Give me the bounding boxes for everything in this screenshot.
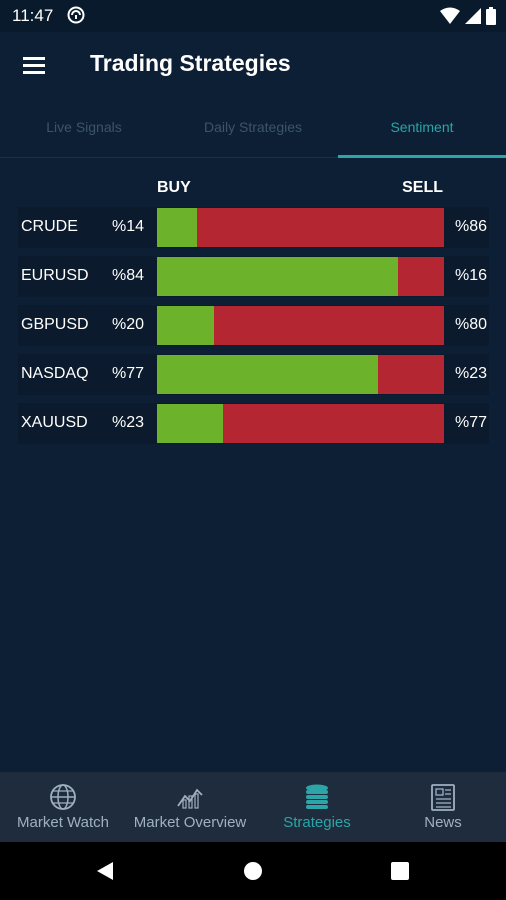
buy-fill <box>157 208 198 247</box>
symbol-label: CRUDE <box>21 218 78 235</box>
sentiment-row[interactable]: CRUDE %14 %86 <box>18 207 489 248</box>
status-icons <box>440 6 496 26</box>
tab-bar: Live Signals Daily Strategies Sentiment <box>0 100 506 158</box>
active-tab-indicator <box>338 155 506 158</box>
sentiment-bar <box>157 355 444 394</box>
sentiment-row[interactable]: GBPUSD %20 %80 <box>18 305 489 346</box>
symbol-label: GBPUSD <box>21 316 89 333</box>
buy-header: BUY <box>157 179 191 196</box>
nav-strategies[interactable]: Strategies <box>254 772 380 842</box>
bottom-nav: Market Watch Market Overview Strategies <box>0 772 506 842</box>
symbol-label: XAUUSD <box>21 414 88 431</box>
nav-label: Strategies <box>283 814 351 831</box>
nav-label: News <box>424 814 462 831</box>
back-icon[interactable] <box>93 859 117 883</box>
status-time: 11:47 <box>12 6 54 25</box>
newspaper-icon <box>431 784 455 811</box>
sell-percent: %16 <box>454 267 487 284</box>
recents-icon[interactable] <box>388 859 412 883</box>
sentiment-bar <box>157 306 444 345</box>
sentiment-bar <box>157 404 444 443</box>
sentiment-row[interactable]: EURUSD %84 %16 <box>18 256 489 297</box>
sentiment-bar <box>157 208 444 247</box>
globe-icon <box>50 784 76 810</box>
buy-fill <box>157 355 378 394</box>
tab-daily-strategies[interactable]: Daily Strategies <box>203 119 303 135</box>
sell-percent: %80 <box>454 316 487 333</box>
chart-icon <box>177 788 203 809</box>
buy-percent: %84 <box>112 267 145 284</box>
buy-fill <box>157 306 215 345</box>
sell-percent: %23 <box>454 365 487 382</box>
tab-live-signals[interactable]: Live Signals <box>46 119 122 135</box>
tab-sentiment[interactable]: Sentiment <box>390 119 454 135</box>
sell-header: SELL <box>402 179 443 196</box>
battery-icon <box>486 7 496 25</box>
nav-market-overview[interactable]: Market Overview <box>126 772 254 842</box>
nav-market-watch[interactable]: Market Watch <box>0 772 126 842</box>
buy-percent: %23 <box>112 414 145 431</box>
symbol-label: NASDAQ <box>21 365 89 382</box>
system-nav-bar <box>0 842 506 900</box>
wifi-icon <box>440 7 460 24</box>
sell-percent: %86 <box>454 218 487 235</box>
buy-percent: %77 <box>112 365 145 382</box>
coins-icon <box>306 784 328 809</box>
sell-percent: %77 <box>454 414 487 431</box>
do-not-disturb-icon <box>67 6 85 24</box>
status-bar: 11:47 <box>0 0 506 32</box>
nav-label: Market Watch <box>17 814 109 831</box>
sentiment-bar <box>157 257 444 296</box>
home-icon[interactable] <box>241 859 265 883</box>
symbol-label: EURUSD <box>21 267 89 284</box>
nav-label: Market Overview <box>133 814 247 831</box>
buy-fill <box>157 404 223 443</box>
buy-percent: %14 <box>112 218 145 235</box>
buy-fill <box>157 257 399 296</box>
signal-icon <box>465 8 481 24</box>
nav-news[interactable]: News <box>380 772 506 842</box>
page-title: Trading Strategies <box>90 50 291 76</box>
buy-percent: %20 <box>112 316 145 333</box>
sentiment-row[interactable]: NASDAQ %77 %23 <box>18 354 489 395</box>
sentiment-row[interactable]: XAUUSD %23 %77 <box>18 403 489 444</box>
menu-icon[interactable] <box>20 52 48 80</box>
app-bar: Trading Strategies <box>0 32 506 100</box>
